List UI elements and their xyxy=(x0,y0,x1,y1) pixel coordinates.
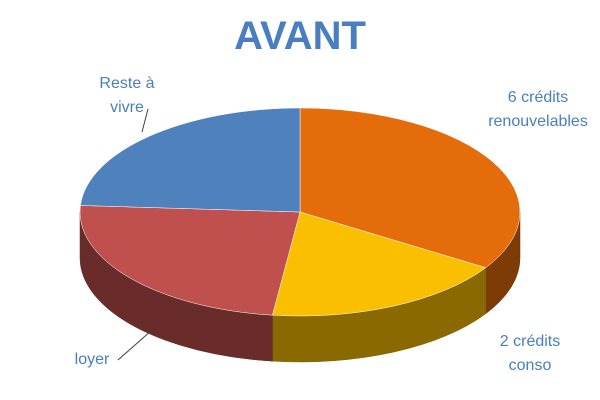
leader-line xyxy=(117,329,153,361)
slice-label: 6 crédits renouvelables xyxy=(488,89,588,130)
slice xyxy=(299,107,521,269)
chart-title: AVANT xyxy=(234,14,366,58)
slice-label: 2 crédits conso xyxy=(499,333,561,374)
slice xyxy=(272,211,487,317)
slice-label: Reste à vivre xyxy=(99,75,155,116)
leader-line xyxy=(141,108,149,133)
slice xyxy=(80,107,301,213)
slice-label: loyer xyxy=(74,351,110,368)
slice xyxy=(79,205,301,316)
